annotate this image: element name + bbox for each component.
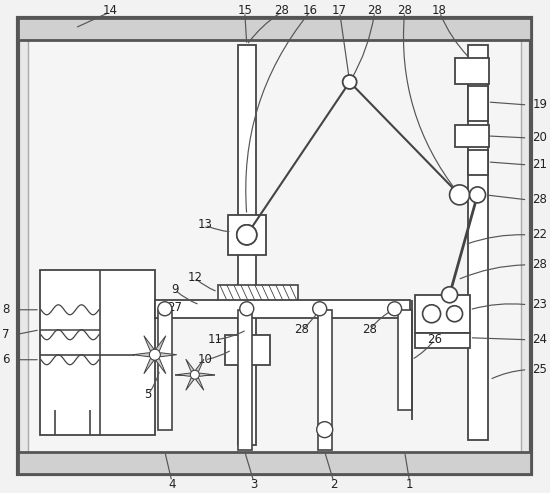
Text: 21: 21 <box>532 158 547 172</box>
Circle shape <box>313 302 327 316</box>
Text: 2: 2 <box>330 478 338 491</box>
Text: 28: 28 <box>397 3 412 17</box>
Text: 12: 12 <box>188 271 202 284</box>
Circle shape <box>190 370 199 379</box>
Text: 25: 25 <box>532 363 547 376</box>
Text: 24: 24 <box>532 333 547 346</box>
Text: 27: 27 <box>167 301 183 314</box>
Bar <box>28 28 521 463</box>
Text: 18: 18 <box>432 3 447 17</box>
Circle shape <box>236 225 257 245</box>
Polygon shape <box>144 355 155 374</box>
Bar <box>468 86 487 121</box>
Text: 13: 13 <box>197 218 212 231</box>
Text: 28: 28 <box>274 3 289 17</box>
Text: 5: 5 <box>144 388 152 401</box>
Text: 9: 9 <box>171 283 179 296</box>
Text: 1: 1 <box>406 478 414 491</box>
Bar <box>225 335 270 365</box>
Text: 10: 10 <box>197 353 212 366</box>
Circle shape <box>158 302 172 316</box>
Circle shape <box>240 302 254 316</box>
Text: 14: 14 <box>102 3 117 17</box>
Polygon shape <box>155 355 166 374</box>
Circle shape <box>317 422 333 438</box>
Circle shape <box>388 302 402 316</box>
Text: 8: 8 <box>3 303 10 317</box>
Text: 17: 17 <box>332 3 347 17</box>
Text: 28: 28 <box>532 258 547 271</box>
Text: 6: 6 <box>3 353 10 366</box>
Polygon shape <box>195 359 204 375</box>
Bar <box>468 150 487 175</box>
Text: 11: 11 <box>207 333 222 346</box>
Text: 19: 19 <box>532 99 547 111</box>
Text: 28: 28 <box>362 323 377 336</box>
Circle shape <box>150 349 161 360</box>
Bar <box>158 310 172 430</box>
Bar <box>318 310 332 450</box>
Text: 7: 7 <box>3 328 10 341</box>
Circle shape <box>447 306 463 322</box>
Text: 15: 15 <box>237 3 252 17</box>
Text: 20: 20 <box>532 132 547 144</box>
Circle shape <box>236 225 257 245</box>
Polygon shape <box>144 336 155 355</box>
Bar <box>40 270 155 435</box>
Bar <box>398 310 411 410</box>
Text: 26: 26 <box>427 333 442 346</box>
Circle shape <box>470 187 486 203</box>
Bar <box>454 58 488 84</box>
Bar <box>415 295 470 333</box>
Bar <box>155 300 410 318</box>
Bar <box>18 18 531 40</box>
Bar <box>228 215 266 255</box>
Polygon shape <box>186 359 195 375</box>
Bar <box>238 45 256 445</box>
Text: 28: 28 <box>294 323 309 336</box>
Bar <box>415 333 470 348</box>
Polygon shape <box>195 375 204 390</box>
Text: 28: 28 <box>367 3 382 17</box>
Text: 4: 4 <box>168 478 175 491</box>
Circle shape <box>422 305 441 323</box>
Bar <box>238 310 252 450</box>
Bar <box>468 45 487 440</box>
Circle shape <box>442 287 458 303</box>
Text: 3: 3 <box>250 478 257 491</box>
Text: 23: 23 <box>532 298 547 311</box>
Polygon shape <box>155 353 177 356</box>
Text: 22: 22 <box>532 228 547 242</box>
Bar <box>218 285 298 307</box>
Text: 28: 28 <box>532 193 547 207</box>
Circle shape <box>449 185 470 205</box>
Polygon shape <box>195 373 213 376</box>
Polygon shape <box>186 375 195 390</box>
Bar <box>18 452 531 474</box>
Bar <box>454 125 488 147</box>
Polygon shape <box>155 336 166 355</box>
Polygon shape <box>133 353 155 356</box>
Circle shape <box>343 75 356 89</box>
Text: 16: 16 <box>302 3 317 17</box>
Polygon shape <box>177 373 195 376</box>
